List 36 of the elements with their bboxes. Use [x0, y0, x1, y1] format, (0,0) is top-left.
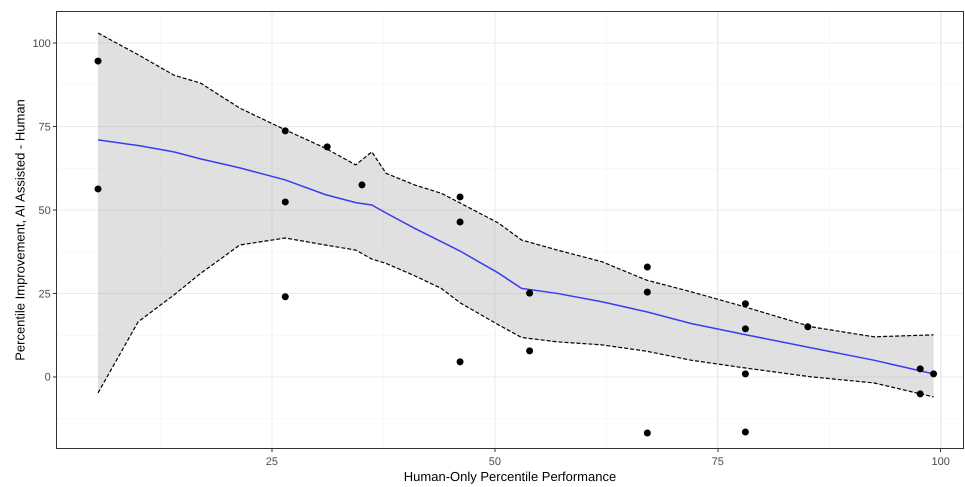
y-tick-label: 100 — [32, 38, 51, 50]
point — [94, 185, 102, 192]
point — [324, 143, 331, 150]
point — [804, 323, 812, 330]
point — [94, 58, 102, 65]
point — [742, 428, 749, 436]
y-axis-title: Percentile Improvement, AI Assisted - Human — [12, 99, 28, 361]
x-tick-label: 25 — [266, 456, 278, 468]
x-tick-label: 50 — [488, 456, 501, 468]
point — [644, 288, 651, 296]
x-axis-title: Human-Only Percentile Performance — [404, 468, 616, 484]
point — [742, 370, 749, 378]
point — [742, 300, 749, 308]
x-tick-label: 100 — [932, 456, 950, 468]
point — [456, 193, 464, 200]
line-series — [97, 32, 934, 338]
y-tick-label: 75 — [38, 121, 51, 134]
point — [930, 370, 938, 378]
point — [916, 390, 924, 398]
point — [456, 218, 464, 226]
point — [282, 293, 289, 300]
point — [644, 264, 651, 271]
point — [742, 325, 749, 332]
point — [282, 127, 289, 134]
y-tick-label: 25 — [38, 288, 51, 300]
point — [916, 365, 924, 372]
x-tick-label: 75 — [712, 456, 724, 468]
line-series — [97, 237, 934, 398]
point — [358, 181, 366, 188]
point — [282, 198, 289, 206]
point — [526, 290, 534, 297]
y-tick-label: 0 — [44, 372, 51, 384]
point — [456, 358, 464, 366]
point — [526, 347, 534, 354]
point — [644, 429, 651, 436]
y-tick-label: 50 — [38, 204, 51, 217]
